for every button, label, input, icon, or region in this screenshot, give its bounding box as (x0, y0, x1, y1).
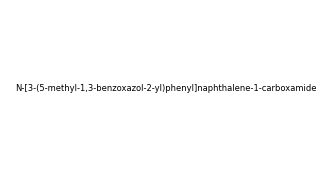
Text: N-[3-(5-methyl-1,3-benzoxazol-2-yl)phenyl]naphthalene-1-carboxamide: N-[3-(5-methyl-1,3-benzoxazol-2-yl)pheny… (15, 84, 317, 93)
